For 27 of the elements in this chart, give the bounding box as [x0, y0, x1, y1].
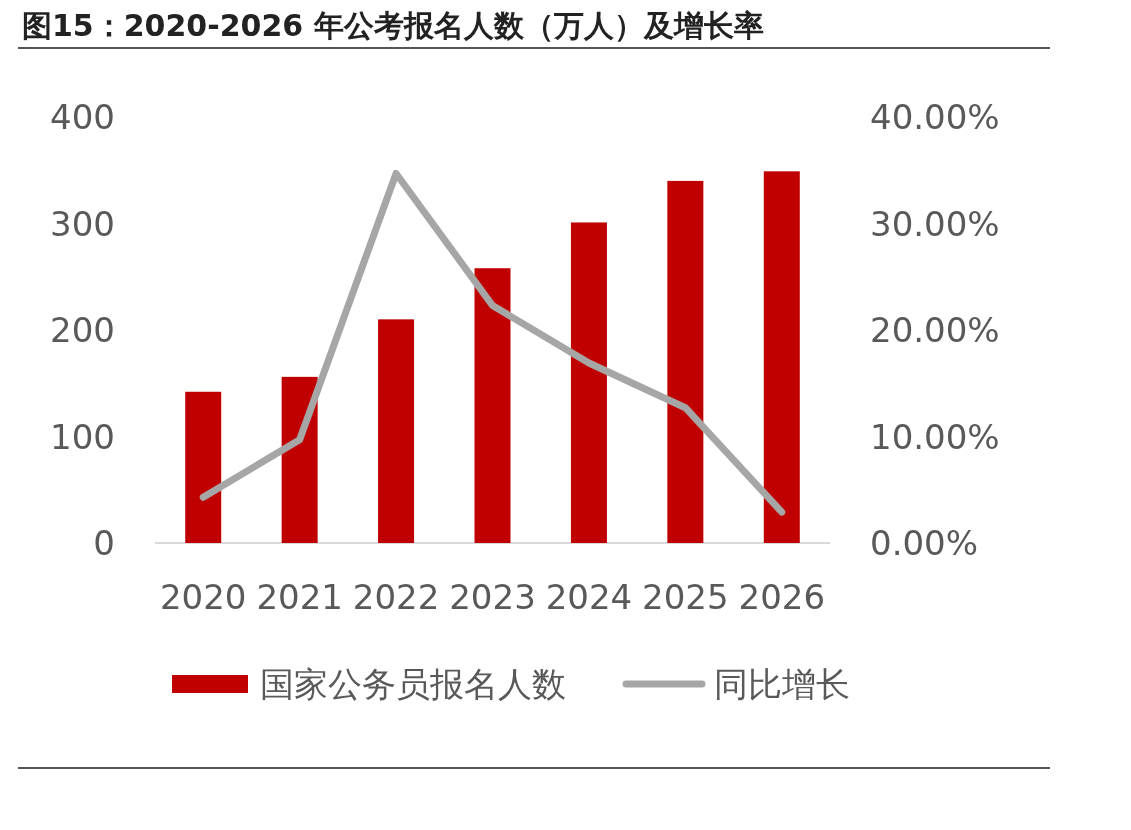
x-tick-label: 2024 — [545, 577, 633, 617]
y2-tick-label: 20.00% — [870, 310, 1000, 350]
bar — [763, 171, 800, 543]
x-tick-label: 2025 — [642, 577, 729, 617]
y2-tick-label: 0.00% — [870, 523, 979, 563]
y-tick-label: 100 — [50, 416, 115, 457]
y2-tick-label: 10.00% — [870, 416, 1000, 457]
x-tick-label: 2022 — [352, 577, 440, 617]
bar — [185, 391, 222, 543]
y2-tick-label: 30.00% — [870, 203, 1000, 244]
y-tick-label: 200 — [50, 310, 115, 350]
chart-title: 图15：2020-2026 年公考报名人数（万人）及增长率 — [22, 8, 764, 43]
x-tick-label: 2026 — [738, 577, 826, 617]
y-tick-label: 0 — [93, 523, 115, 563]
y-tick-label: 400 — [50, 97, 115, 137]
y2-tick-label: 40.00% — [870, 97, 1000, 137]
legend-label: 国家公务员报名人数 — [260, 664, 566, 704]
x-tick-label: 2021 — [256, 577, 343, 617]
x-tick-label: 2023 — [449, 577, 536, 617]
bar — [281, 376, 318, 543]
y-tick-label: 300 — [50, 203, 115, 244]
bar — [474, 268, 511, 543]
bar — [570, 222, 607, 543]
legend-label: 同比增长 — [714, 664, 850, 704]
x-tick-label: 2020 — [159, 577, 247, 617]
bar — [667, 180, 704, 543]
bar — [378, 319, 415, 543]
